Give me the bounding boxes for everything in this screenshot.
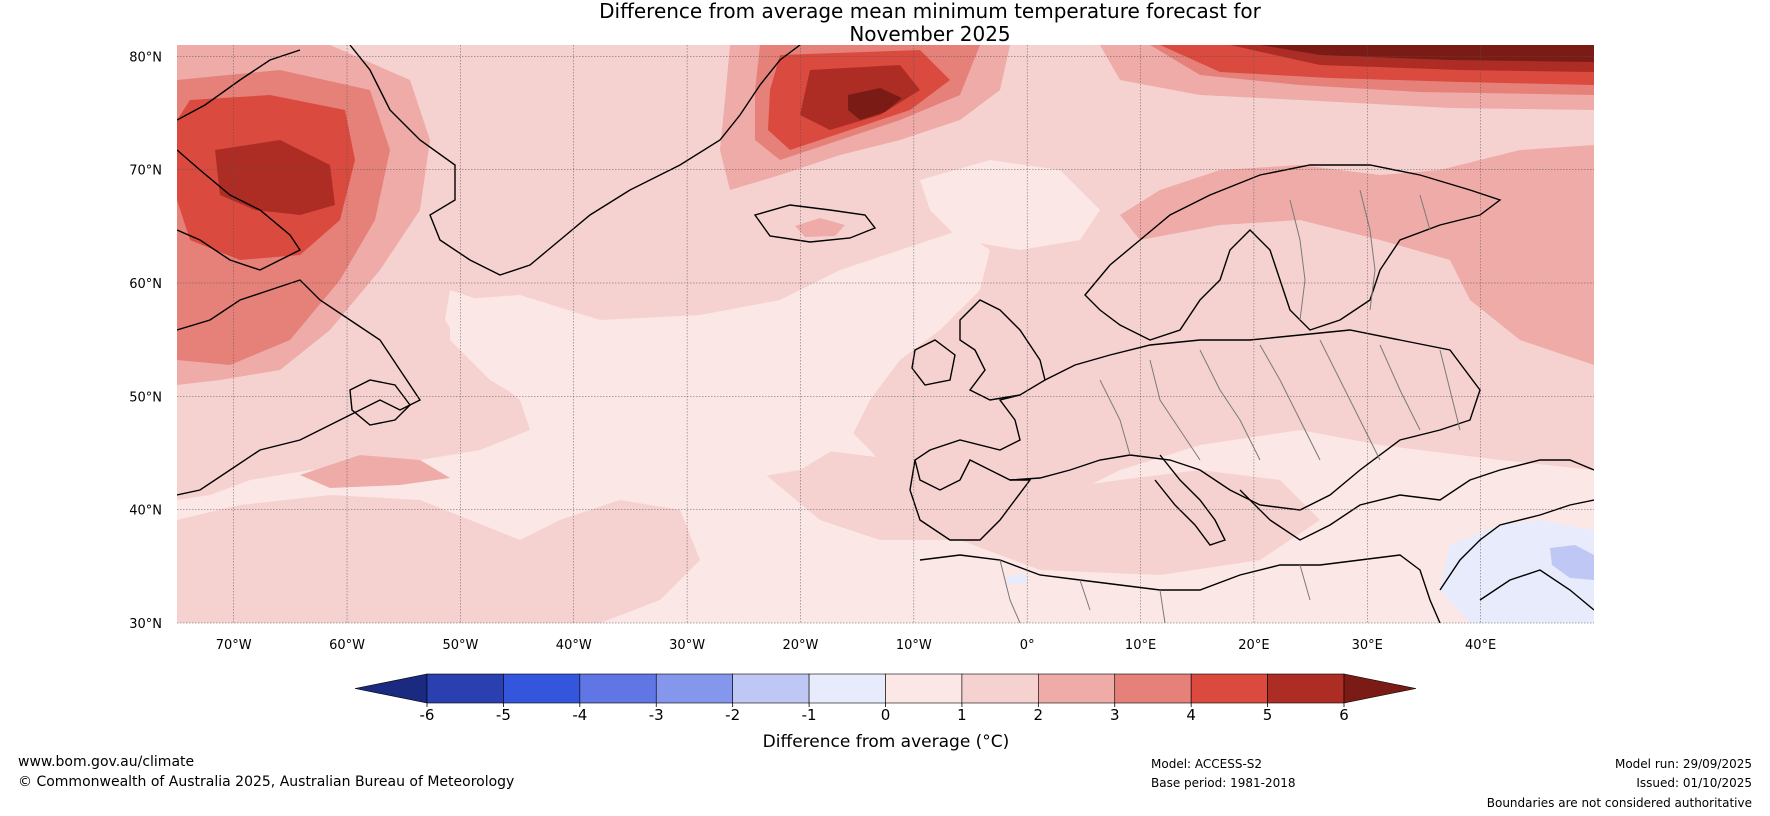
base-period-info: Base period: 1981-2018 (1151, 776, 1296, 790)
lon-label-6: 10°W (896, 638, 932, 653)
coast-north-africa (919, 554, 1441, 623)
model-run-info: Model run: 29/09/2025 (1614, 757, 1752, 771)
colorbar-tick-label-10: 4 (1186, 706, 1196, 724)
colorbar-tick-label-6: 0 (881, 706, 891, 724)
colorbar-tick-label-11: 5 (1263, 706, 1273, 724)
lat-axis-labels: 80°N 70°N 60°N 50°N 40°N 30°N (129, 50, 162, 632)
colorbar-bin-2 (579, 673, 657, 704)
anomaly-zone-2-3-east (1120, 145, 1594, 365)
lon-label-7: 0° (1020, 638, 1035, 653)
copyright-text: © Commonwealth of Australia 2025, Austra… (18, 774, 515, 790)
issued-info: Issued: 01/10/2025 (1636, 776, 1752, 790)
coast-newfoundland (349, 379, 411, 426)
lat-label-1: 70°N (129, 164, 162, 179)
colorbar-tick-label-4: -2 (725, 706, 740, 724)
anomaly-zone-neg-1-0 (1440, 520, 1594, 623)
anomaly-zone-1-2-south (177, 495, 700, 623)
colorbar-tick-label-0: -6 (420, 706, 435, 724)
colorbar-bin-10 (1190, 673, 1268, 704)
coast-italy (1154, 454, 1226, 546)
coast-iceland (753, 204, 877, 243)
borders-europe (1099, 339, 1461, 461)
title-line-1: Difference from average mean minimum tem… (599, 0, 1261, 23)
colorbar-tick-label-9: 3 (1110, 706, 1120, 724)
title-line-2: November 2025 (849, 22, 1011, 46)
anomaly-zone-2-3-newfoundland (300, 455, 450, 488)
anomaly-zone-5-6-baffin (215, 140, 335, 215)
lon-label-1: 60°W (329, 638, 365, 653)
lon-label-10: 30°E (1352, 638, 1383, 653)
colorbar-bin-6 (885, 673, 963, 704)
colorbar-tick-label-1: -5 (496, 706, 511, 724)
coast-baffin-greenland-west (177, 49, 302, 271)
coast-western-europe (914, 329, 1481, 511)
colorbar-bin-3 (655, 673, 733, 704)
anomaly-zone-0-1-arctic (920, 160, 1100, 250)
lon-label-0: 70°W (216, 638, 252, 653)
website-link[interactable]: www.bom.gov.au/climate (18, 754, 195, 770)
colorbar-bin-7 (961, 673, 1039, 704)
colorbar-bin-8 (1038, 673, 1116, 704)
colorbar-tick-label-12: 6 (1339, 706, 1349, 724)
colorbar-tick-label-8: 2 (1034, 706, 1044, 724)
colorbar-bin-5 (808, 673, 886, 704)
colorbar-bin-4 (732, 673, 810, 704)
colorbar-tick-label-2: -4 (572, 706, 587, 724)
lon-label-9: 20°E (1238, 638, 1269, 653)
colorbar-label: Difference from average (°C) (763, 732, 1010, 752)
anomaly-zone-neg-2-1 (1550, 545, 1594, 580)
lat-label-5: 30°N (129, 617, 162, 632)
lon-label-8: 10°E (1125, 638, 1156, 653)
lat-label-0: 80°N (129, 50, 162, 65)
colorbar-bin-1 (503, 673, 581, 704)
colorbar-bin-0 (426, 673, 504, 704)
borders-scandinavia (1289, 189, 1431, 321)
borders-africa (999, 559, 1311, 623)
colorbar-tick-label-7: 1 (957, 706, 967, 724)
colorbar-extend-high (1343, 673, 1417, 704)
lon-label-11: 40°E (1465, 638, 1496, 653)
anomaly-zone-2-3-iceland (795, 218, 845, 237)
lat-label-3: 50°N (129, 390, 162, 405)
colorbar-tick-label-5: -1 (802, 706, 817, 724)
colorbar-bin-9 (1114, 673, 1192, 704)
colorbar-tick-label-3: -3 (649, 706, 664, 724)
map-panel (177, 45, 1594, 623)
graticule (177, 45, 1594, 624)
country-borders (999, 189, 1461, 623)
anomaly-zone-neg-1-0-sahara (1005, 573, 1030, 585)
lat-label-4: 40°N (129, 504, 162, 519)
coast-balkans-turkey (1239, 459, 1594, 541)
colorbar: -6 -5 -4 -3 -2 -1 0 1 2 3 4 5 6 (354, 673, 1417, 724)
colorbar-bin-11 (1267, 673, 1345, 704)
model-info: Model: ACCESS-S2 (1151, 757, 1263, 771)
anomaly-zone-above-6-greenland (848, 88, 902, 120)
lon-label-3: 40°W (556, 638, 592, 653)
coast-scandinavia (1084, 164, 1502, 341)
disclaimer-text: Boundaries are not considered authoritat… (1486, 796, 1752, 810)
coast-iberia (909, 459, 1032, 541)
colorbar-extend-low (354, 673, 428, 704)
anomaly-zone-1-2-med (760, 450, 1320, 575)
anomaly-zone-above-6-barents (1260, 45, 1594, 62)
lon-label-4: 30°W (669, 638, 705, 653)
lon-label-5: 20°W (783, 638, 819, 653)
coast-middle-east (1439, 499, 1594, 611)
lat-label-2: 60°N (129, 277, 162, 292)
coast-greenland (349, 45, 801, 276)
coast-labrador (177, 279, 422, 496)
coastlines (177, 45, 1594, 623)
lon-label-2: 50°W (442, 638, 478, 653)
lon-axis-labels: 70°W 60°W 50°W 40°W 30°W 20°W 10°W 0° 10°E 20°E 30… (216, 638, 1497, 653)
anomaly-zone-0-1-atlantic (450, 230, 990, 480)
